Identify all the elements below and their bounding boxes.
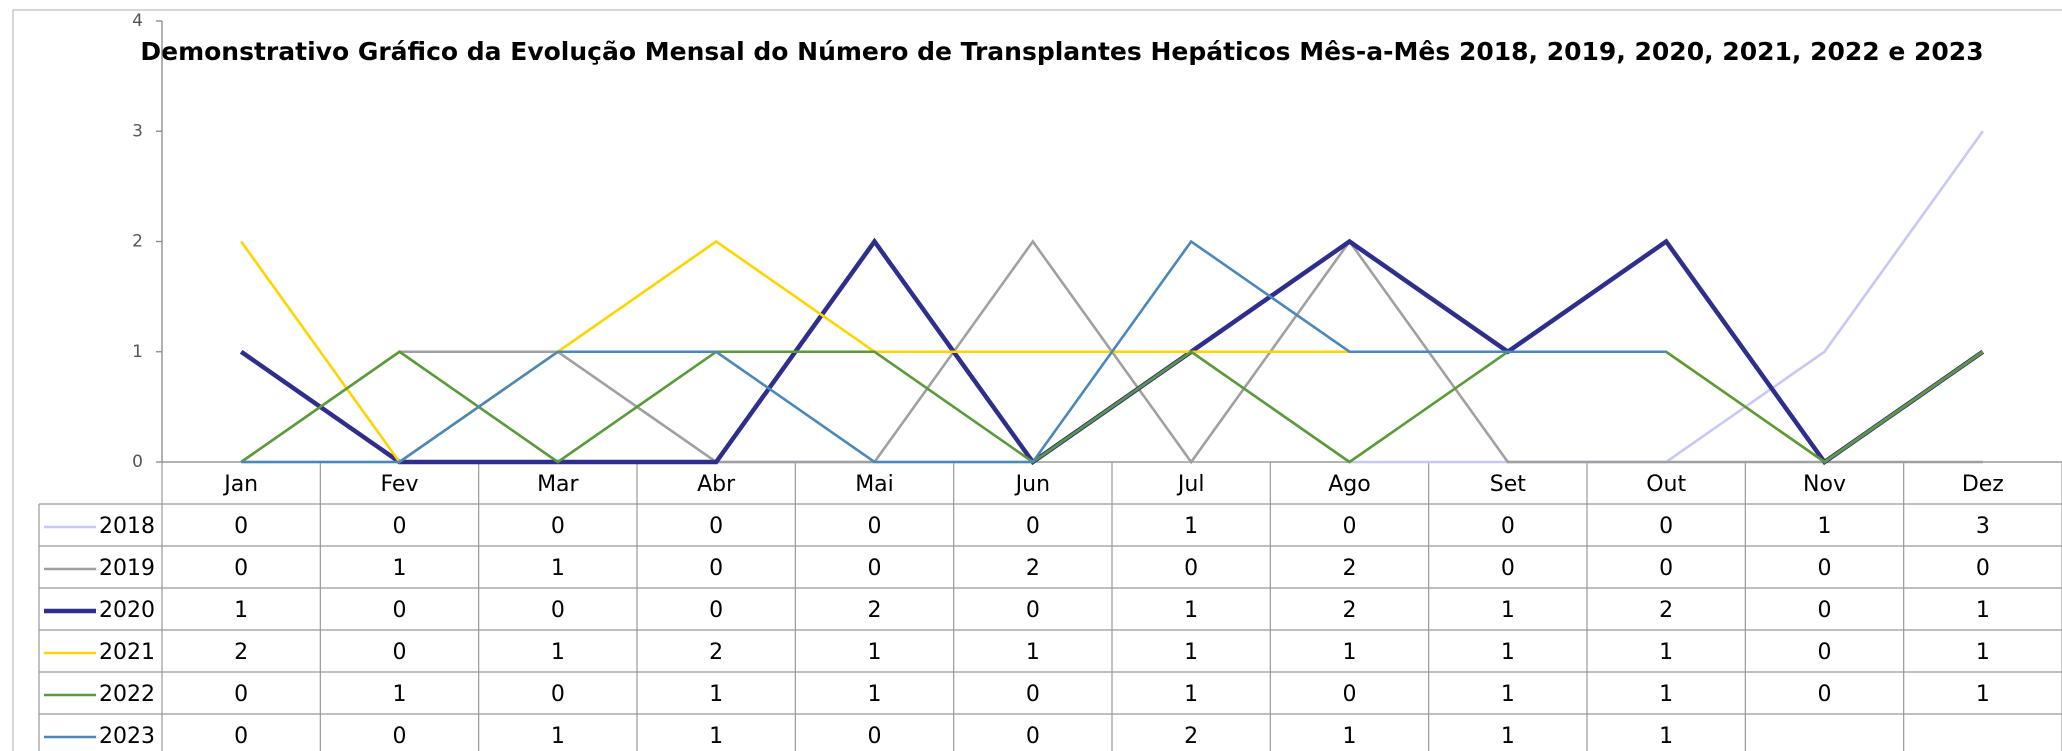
table-value: 0 bbox=[234, 514, 248, 539]
x-tick-label: Jul bbox=[1176, 472, 1205, 497]
y-tick-label: 4 bbox=[132, 11, 143, 31]
table-value: 1 bbox=[1659, 682, 1673, 707]
y-tick-label: 1 bbox=[132, 342, 143, 362]
legend-label: 2022 bbox=[99, 682, 155, 707]
x-tick-label: Fev bbox=[380, 472, 418, 497]
table-value: 0 bbox=[1026, 682, 1040, 707]
table-value: 0 bbox=[234, 682, 248, 707]
table-value: 0 bbox=[1659, 556, 1673, 581]
table-value: 0 bbox=[1818, 556, 1832, 581]
table-value: 1 bbox=[1659, 640, 1673, 665]
table-value: 1 bbox=[1343, 724, 1357, 749]
table-value: 1 bbox=[1184, 640, 1198, 665]
table-value: 1 bbox=[1184, 514, 1198, 539]
table-value: 0 bbox=[393, 598, 407, 623]
table-value: 0 bbox=[551, 598, 565, 623]
legend-label: 2023 bbox=[99, 724, 155, 749]
chart-title: Demonstrativo Gráfico da Evolução Mensal… bbox=[140, 37, 1983, 66]
x-tick-label: Jan bbox=[222, 472, 258, 497]
series-line bbox=[240, 350, 1984, 464]
x-tick-label: Out bbox=[1646, 472, 1686, 497]
table-value: 0 bbox=[234, 724, 248, 749]
table-value: 1 bbox=[709, 682, 723, 707]
x-tick-label: Ago bbox=[1328, 472, 1370, 497]
table-value: 0 bbox=[868, 514, 882, 539]
table-value: 0 bbox=[709, 598, 723, 623]
table-value: 0 bbox=[1026, 598, 1040, 623]
table-value: 0 bbox=[709, 556, 723, 581]
table-value: 0 bbox=[234, 556, 248, 581]
table-value: 1 bbox=[1184, 598, 1198, 623]
table-value: 1 bbox=[1184, 682, 1198, 707]
legend-label: 2018 bbox=[99, 514, 155, 539]
table-value: 1 bbox=[551, 556, 565, 581]
table-value: 0 bbox=[1501, 556, 1515, 581]
table-value: 0 bbox=[868, 556, 882, 581]
y-tick-label: 2 bbox=[132, 232, 143, 252]
table-value: 1 bbox=[1976, 598, 1990, 623]
table-value: 0 bbox=[393, 640, 407, 665]
table-value: 3 bbox=[1976, 514, 1990, 539]
legend-label: 2019 bbox=[99, 556, 155, 581]
x-tick-label: Mar bbox=[537, 472, 579, 497]
table-value: 0 bbox=[393, 724, 407, 749]
table-value: 1 bbox=[393, 556, 407, 581]
table-value: 1 bbox=[1501, 598, 1515, 623]
chart-border bbox=[12, 9, 2062, 751]
table-value: 0 bbox=[1501, 514, 1515, 539]
x-tick-label: Nov bbox=[1803, 472, 1846, 497]
table-value: 1 bbox=[1501, 682, 1515, 707]
y-tick-label: 0 bbox=[132, 452, 143, 472]
table-value: 2 bbox=[709, 640, 723, 665]
table-value: 0 bbox=[551, 682, 565, 707]
table-value: 1 bbox=[868, 682, 882, 707]
table-value: 2 bbox=[1026, 556, 1040, 581]
table-value: 0 bbox=[1818, 682, 1832, 707]
table-value: 0 bbox=[1976, 556, 1990, 581]
table-value: 0 bbox=[1818, 640, 1832, 665]
table-value: 0 bbox=[393, 514, 407, 539]
table-value: 0 bbox=[868, 724, 882, 749]
x-tick-label: Set bbox=[1490, 472, 1527, 497]
x-tick-label: Mai bbox=[855, 472, 894, 497]
table-value: 2 bbox=[868, 598, 882, 623]
x-tick-label: Dez bbox=[1962, 472, 2004, 497]
table-value: 0 bbox=[1026, 514, 1040, 539]
table-value: 1 bbox=[1976, 640, 1990, 665]
table-value: 2 bbox=[234, 640, 248, 665]
table-value: 1 bbox=[1659, 724, 1673, 749]
table-value: 0 bbox=[1343, 682, 1357, 707]
table-value: 0 bbox=[551, 514, 565, 539]
table-value: 2 bbox=[1343, 556, 1357, 581]
table-value: 1 bbox=[551, 640, 565, 665]
table-value: 0 bbox=[1818, 598, 1832, 623]
legend-label: 2020 bbox=[99, 598, 155, 623]
table-value: 0 bbox=[709, 514, 723, 539]
table-value: 1 bbox=[1818, 514, 1832, 539]
y-tick-label: 3 bbox=[132, 121, 143, 141]
table-value: 1 bbox=[1026, 640, 1040, 665]
table-value: 1 bbox=[709, 724, 723, 749]
table-value: 0 bbox=[1184, 556, 1198, 581]
table-value: 1 bbox=[1501, 640, 1515, 665]
series-line bbox=[241, 239, 1667, 464]
legend-label: 2021 bbox=[99, 640, 155, 665]
table-value: 2 bbox=[1184, 724, 1198, 749]
table-value: 1 bbox=[1501, 724, 1515, 749]
table-value: 0 bbox=[1343, 514, 1357, 539]
series-line bbox=[241, 130, 1984, 464]
x-tick-label: Abr bbox=[697, 472, 736, 497]
table-value: 0 bbox=[1026, 724, 1040, 749]
table-value: 1 bbox=[393, 682, 407, 707]
table-value: 0 bbox=[1659, 514, 1673, 539]
x-tick-label: Jun bbox=[1014, 472, 1050, 497]
table-value: 2 bbox=[1659, 598, 1673, 623]
table-value: 1 bbox=[1343, 640, 1357, 665]
table-value: 1 bbox=[1976, 682, 1990, 707]
table-value: 1 bbox=[551, 724, 565, 749]
table-value: 2 bbox=[1343, 598, 1357, 623]
table-value: 1 bbox=[234, 598, 248, 623]
table-value: 1 bbox=[868, 640, 882, 665]
